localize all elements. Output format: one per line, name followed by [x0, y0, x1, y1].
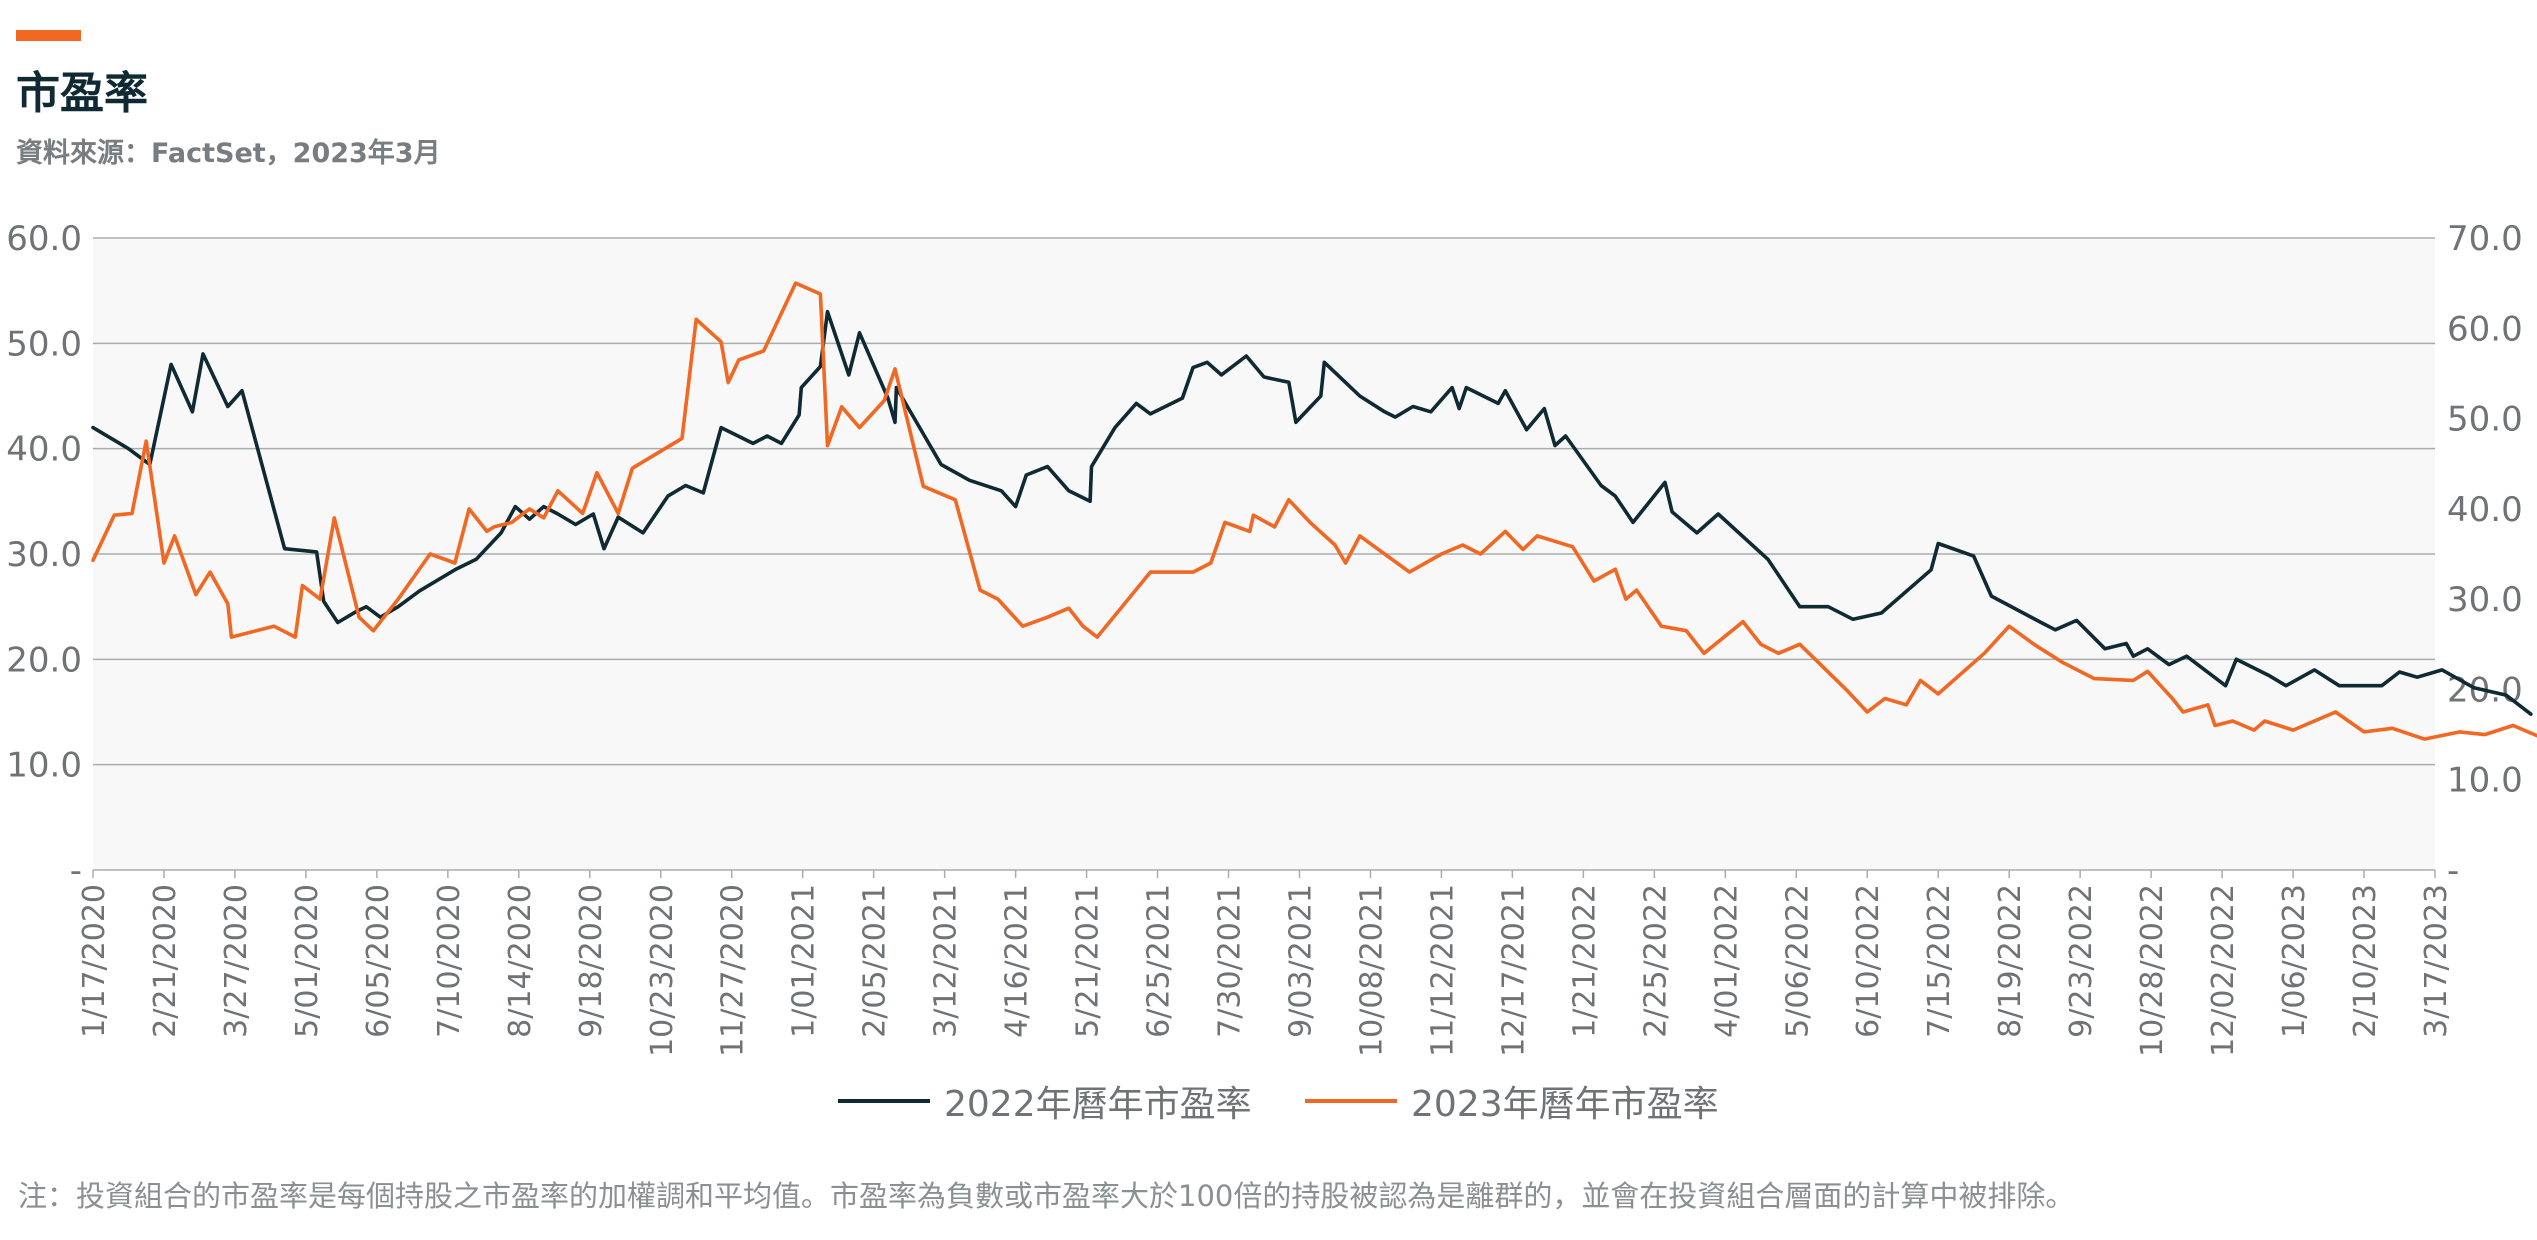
x-tick-label: 2/10/2023 — [2348, 884, 2383, 1038]
x-tick-label: 8/14/2020 — [503, 884, 538, 1038]
left-axis: - 10.0 20.0 30.0 40.0 50.0 60.0 — [6, 219, 82, 891]
legend: 2022年曆年市盈率 2023年曆年市盈率 — [0, 1077, 2537, 1125]
x-tick-label: 2/21/2020 — [148, 884, 183, 1038]
legend-item-2023: 2023年曆年市盈率 — [1305, 1077, 1719, 1125]
legend-swatch-2023 — [1305, 1099, 1397, 1103]
right-axis: -10.020.030.040.050.060.070.0 — [2447, 219, 2523, 891]
chart-title: 市盈率 — [16, 68, 148, 119]
right-tick-label: - — [2447, 851, 2459, 891]
right-tick-label: 60.0 — [2447, 309, 2523, 349]
x-tick-label: 12/02/2022 — [2206, 884, 2241, 1057]
x-tick-label: 11/12/2021 — [1425, 884, 1460, 1057]
footnote: 注：投資組合的市盈率是每個持股之市盈率的加權調和平均值。市盈率為負數或市盈率大於… — [18, 1179, 2075, 1213]
legend-label-2023: 2023年曆年市盈率 — [1411, 1084, 1719, 1125]
legend-swatch-2022 — [838, 1099, 930, 1103]
right-tick-label: 40.0 — [2447, 490, 2523, 530]
x-tick-label: 5/01/2020 — [290, 884, 325, 1038]
x-tick-label: 6/25/2021 — [1142, 884, 1177, 1038]
source-text: 資料來源：FactSet，2023年3月 — [16, 138, 441, 169]
x-tick-label: 9/23/2022 — [2064, 884, 2099, 1038]
series-line-2023 — [91, 281, 2537, 741]
legend-label-2022: 2022年曆年市盈率 — [944, 1084, 1252, 1125]
left-tick-label: - — [70, 851, 82, 891]
x-tick-label: 2/25/2022 — [1638, 884, 1673, 1038]
left-tick-label: 30.0 — [6, 535, 82, 575]
x-tick-label: 9/03/2021 — [1283, 884, 1318, 1038]
x-tick-label: 3/12/2021 — [929, 884, 964, 1038]
x-tick-label: 1/17/2020 — [77, 884, 112, 1038]
x-axis: 1/17/2020 2/21/2020 3/27/2020 5/01/2020 6/05… — [77, 870, 2454, 1057]
right-tick-label: 30.0 — [2447, 580, 2523, 620]
right-tick-label: 50.0 — [2447, 400, 2523, 440]
legend-item-2022: 2022年曆年市盈率 — [838, 1077, 1252, 1125]
x-tick-label: 8/19/2022 — [1993, 884, 2028, 1038]
x-tick-label: 7/30/2021 — [1213, 884, 1248, 1038]
right-tick-label: 10.0 — [2447, 761, 2523, 801]
right-tick-label: 70.0 — [2447, 219, 2523, 259]
left-tick-label: 40.0 — [6, 430, 82, 470]
x-tick-label: 12/17/2021 — [1496, 884, 1531, 1057]
x-tick-label: 2/05/2021 — [858, 884, 893, 1038]
left-tick-label: 20.0 — [6, 640, 82, 680]
x-tick-label: 10/08/2021 — [1354, 884, 1389, 1057]
x-tick-label: 10/23/2020 — [645, 884, 680, 1057]
x-tick-label: 6/10/2022 — [1851, 884, 1886, 1038]
x-tick-label: 5/21/2021 — [1071, 884, 1106, 1038]
x-tick-label: 11/27/2020 — [716, 884, 751, 1057]
x-tick-label: 7/10/2020 — [432, 884, 467, 1038]
left-tick-label: 60.0 — [6, 219, 82, 259]
x-tick-label: 5/06/2022 — [1780, 884, 1815, 1038]
x-tick-label: 10/28/2022 — [2135, 884, 2170, 1057]
x-tick-label: 1/01/2021 — [787, 884, 822, 1038]
x-tick-label: 1/21/2022 — [1567, 884, 1602, 1038]
x-tick-label: 3/27/2020 — [219, 884, 254, 1038]
accent-bar — [16, 30, 81, 41]
series-lines — [91, 281, 2537, 741]
x-tick-label: 4/16/2021 — [1000, 884, 1035, 1038]
x-tick-label: 6/05/2020 — [361, 884, 396, 1038]
x-tick-label: 1/06/2023 — [2277, 884, 2312, 1038]
series-line-2022 — [91, 309, 2533, 716]
x-tick-label: 9/18/2020 — [574, 884, 609, 1038]
left-tick-label: 50.0 — [6, 324, 82, 364]
x-tick-label: 7/15/2022 — [1922, 884, 1957, 1038]
x-tick-label: 4/01/2022 — [1709, 884, 1744, 1038]
x-tick-label: 3/17/2023 — [2419, 884, 2454, 1038]
left-tick-label: 10.0 — [6, 746, 82, 786]
